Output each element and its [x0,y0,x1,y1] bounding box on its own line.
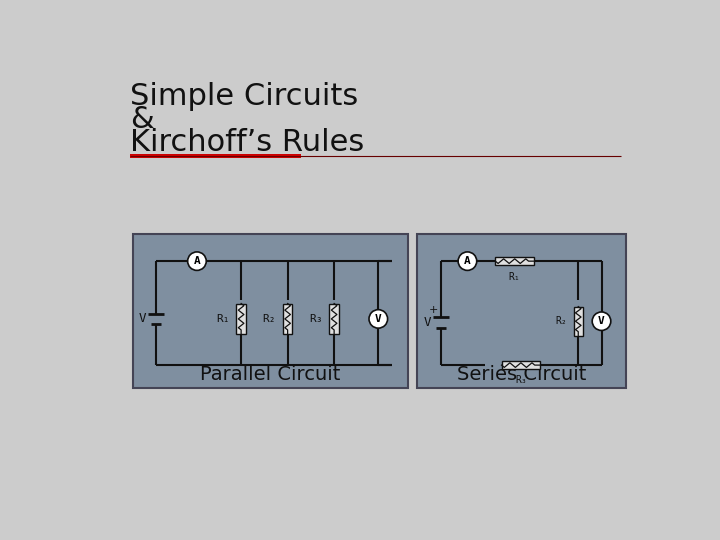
Text: V: V [138,313,145,326]
Text: +: + [428,306,438,315]
Text: R₁: R₁ [509,272,521,282]
Bar [132,234,408,388]
Circle shape [593,312,611,330]
Text: R₂: R₂ [555,316,567,326]
Text: &: & [130,105,154,134]
Text: Kirchoff’s Rules: Kirchoff’s Rules [130,128,364,157]
Text: V: V [375,314,382,324]
Text: Parallel Circuit: Parallel Circuit [200,365,341,384]
Circle shape [369,309,387,328]
Text: R₃: R₃ [309,314,323,324]
Text: Simple Circuits: Simple Circuits [130,82,359,111]
Bar [236,303,246,334]
Bar [495,257,534,265]
Text: R₁: R₁ [216,314,230,324]
Bar [502,361,540,369]
Circle shape [188,252,206,271]
Text: A: A [464,256,471,266]
Text: R₃: R₃ [515,375,527,385]
Text: A: A [194,256,200,266]
Bar [330,303,339,334]
Text: V: V [598,316,605,326]
Bar [130,154,301,158]
Circle shape [458,252,477,271]
Bar [417,234,626,388]
Bar [574,307,583,336]
Text: Series Circuit: Series Circuit [457,365,586,384]
Text: V: V [423,316,431,329]
Bar [283,303,292,334]
Text: R₂: R₂ [263,314,276,324]
